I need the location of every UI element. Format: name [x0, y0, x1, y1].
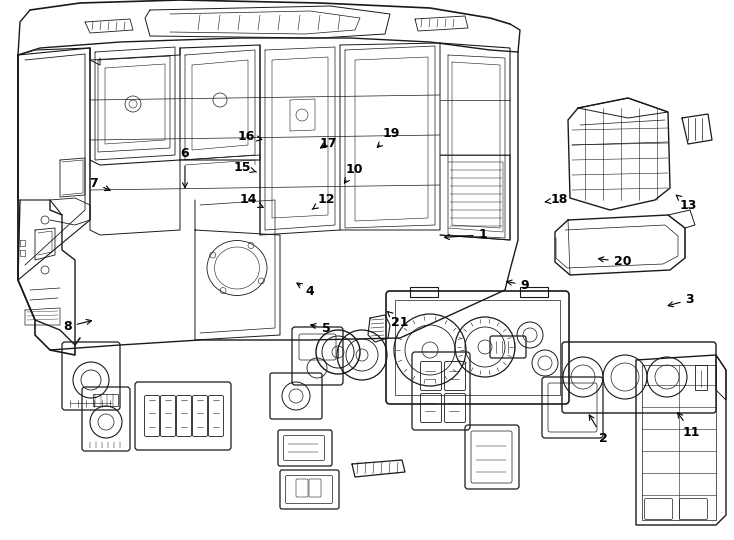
Text: 16: 16	[237, 130, 262, 143]
Text: 19: 19	[377, 127, 400, 147]
Text: 2: 2	[589, 415, 608, 445]
Text: 12: 12	[312, 193, 335, 210]
Text: 18: 18	[545, 193, 568, 206]
Text: 14: 14	[239, 193, 263, 207]
Bar	[395, 300, 560, 395]
Text: 10: 10	[344, 163, 363, 183]
Bar	[93, 394, 118, 406]
Bar	[695, 365, 707, 390]
Text: 15: 15	[233, 161, 256, 174]
Text: 5: 5	[310, 322, 330, 335]
Text: 20: 20	[598, 255, 631, 268]
Text: 7: 7	[90, 177, 110, 191]
Bar	[520, 287, 548, 297]
Bar	[410, 287, 438, 297]
Text: 1: 1	[444, 228, 487, 241]
Text: 6: 6	[181, 147, 189, 188]
Text: 3: 3	[668, 293, 694, 307]
Text: 13: 13	[676, 195, 697, 212]
Text: 11: 11	[677, 413, 700, 438]
Bar	[642, 365, 716, 520]
Text: 21: 21	[388, 312, 409, 329]
Text: 17: 17	[319, 137, 337, 150]
Text: 8: 8	[63, 320, 92, 333]
Text: 9: 9	[506, 279, 529, 292]
Text: 4: 4	[297, 283, 314, 298]
